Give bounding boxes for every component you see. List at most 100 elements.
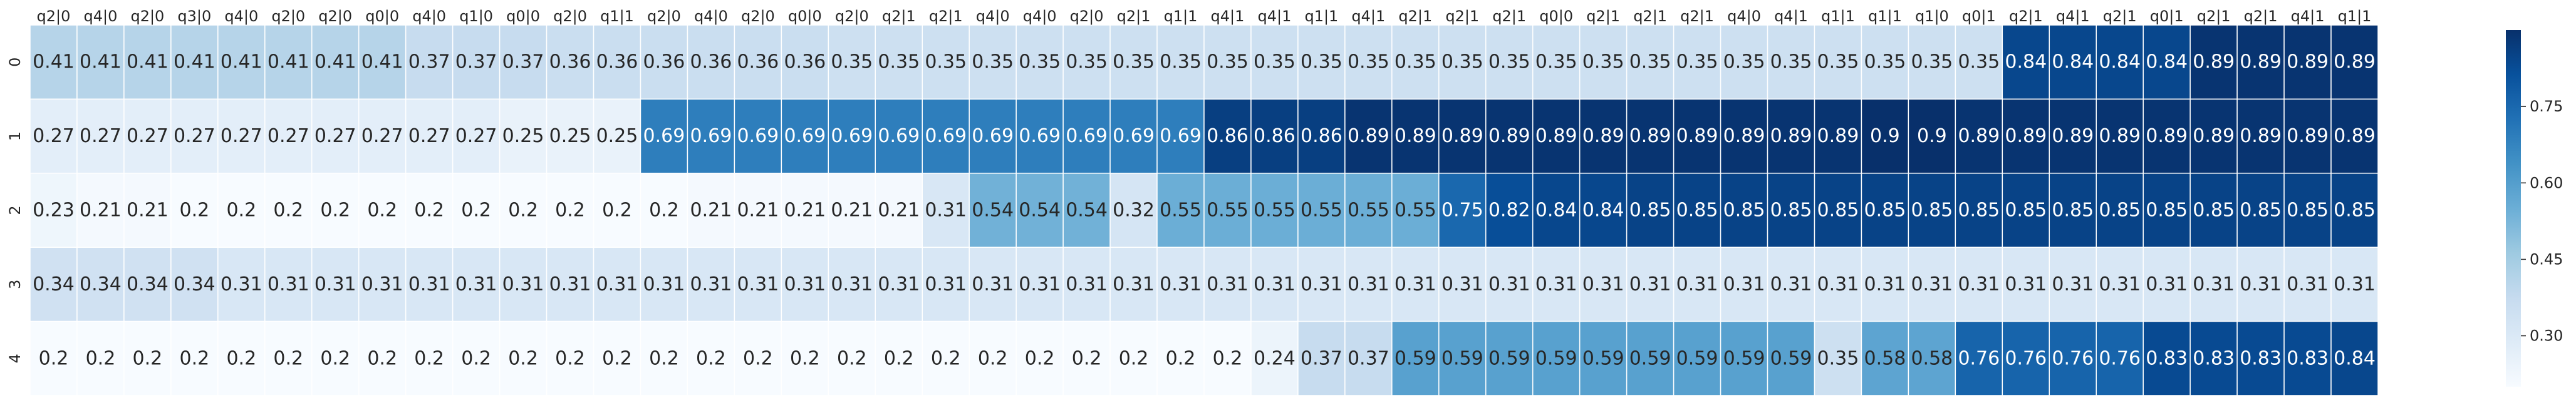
heatmap-cell <box>1720 98 1768 174</box>
x-tick-label: q2|0 <box>835 8 869 25</box>
cell-value-label: 0.31 <box>1723 273 1765 295</box>
heatmap-cell <box>170 98 219 174</box>
x-tick-label: q0|0 <box>788 8 822 25</box>
cell-value-label: 0.31 <box>1535 273 1577 295</box>
heatmap-cell <box>499 98 548 174</box>
cell-value-label: 0.31 <box>1958 273 2000 295</box>
cell-value-label: 0.41 <box>80 51 122 73</box>
cell-value-label: 0.41 <box>221 51 262 73</box>
cell-value-label: 0.59 <box>1582 347 1624 369</box>
heatmap-cell <box>2096 247 2144 322</box>
cell-value-label: 0.31 <box>221 273 262 295</box>
cell-value-label: 0.31 <box>1441 273 1483 295</box>
x-tick-label: q2|0 <box>553 8 587 25</box>
heatmap-cell <box>2283 98 2332 174</box>
heatmap-cell <box>2002 173 2050 248</box>
cell-value-label: 0.2 <box>1025 347 1055 369</box>
x-tick-label: q4|1 <box>2056 8 2090 25</box>
heatmap-cell <box>2330 320 2379 396</box>
x-tick-label: q2|1 <box>2244 8 2278 25</box>
cell-value-label: 0.85 <box>1676 200 1718 222</box>
cell-value-label: 0.35 <box>1582 51 1624 73</box>
cell-value-label: 0.36 <box>737 51 779 73</box>
cell-value-label: 0.84 <box>2334 347 2376 369</box>
x-tick-label: q2|1 <box>2103 8 2137 25</box>
cell-value-label: 0.2 <box>696 347 726 369</box>
x-tick-label: q1|1 <box>2338 8 2372 25</box>
x-tick-label: q4|0 <box>412 8 446 25</box>
cell-value-label: 0.89 <box>2146 125 2188 147</box>
heatmap-cell <box>969 173 1017 248</box>
cell-value-label: 0.35 <box>1817 347 1859 369</box>
cell-value-label: 0.31 <box>972 273 1014 295</box>
cell-value-label: 0.2 <box>649 200 679 222</box>
heatmap-cell <box>1015 173 1064 248</box>
heatmap-cell <box>546 173 595 248</box>
x-tick-label: q2|1 <box>1680 8 1714 25</box>
heatmap-cell <box>2189 320 2238 396</box>
heatmap-cell <box>922 320 970 396</box>
heatmap-cell <box>828 247 876 322</box>
cell-value-label: 0.27 <box>314 125 356 147</box>
heatmap-cell <box>640 320 688 396</box>
cell-value-label: 0.31 <box>1066 273 1108 295</box>
cell-value-label: 0.2 <box>367 347 397 369</box>
heatmap-cell <box>1344 247 1393 322</box>
heatmap-cell <box>781 98 829 174</box>
cell-value-label: 0.35 <box>1770 51 1812 73</box>
cell-value-label: 0.31 <box>1911 273 1953 295</box>
cell-value-label: 0.31 <box>925 200 967 222</box>
x-tick-label: q1|0 <box>1915 8 1949 25</box>
cell-value-label: 0.69 <box>925 125 967 147</box>
cell-value-label: 0.85 <box>2052 200 2094 222</box>
heatmap-cell <box>875 98 923 174</box>
cell-value-label: 0.69 <box>1113 125 1155 147</box>
x-tick-label: q2|1 <box>1445 8 1479 25</box>
cell-value-label: 0.69 <box>1066 125 1108 147</box>
colorbar: 0.30 0.45 0.60 0.75 <box>2506 30 2563 387</box>
heatmap-cell <box>1250 173 1299 248</box>
cell-value-label: 0.35 <box>1394 51 1436 73</box>
heatmap-cell <box>123 173 172 248</box>
cell-value-label: 0.83 <box>2146 347 2188 369</box>
cell-value-label: 0.55 <box>1254 200 1296 222</box>
x-tick-label: q4|1 <box>2291 8 2325 25</box>
cell-value-label: 0.89 <box>1488 125 1530 147</box>
cell-value-label: 0.41 <box>267 51 309 73</box>
cell-value-label: 0.35 <box>831 51 873 73</box>
cell-value-label: 0.84 <box>2146 51 2188 73</box>
heatmap-cell <box>29 98 78 174</box>
cell-value-label: 0.27 <box>455 125 497 147</box>
cell-value-label: 0.83 <box>2240 347 2282 369</box>
cell-value-label: 0.84 <box>2099 51 2141 73</box>
cell-value-label: 0.58 <box>1864 347 1906 369</box>
x-tick-label: q1|0 <box>459 8 493 25</box>
cell-value-label: 0.76 <box>1958 347 2000 369</box>
cell-value-label: 0.89 <box>1676 125 1718 147</box>
cell-value-label: 0.31 <box>1488 273 1530 295</box>
cell-value-label: 0.35 <box>1301 51 1343 73</box>
cell-value-label: 0.2 <box>180 347 210 369</box>
heatmap-cell <box>2330 24 2379 100</box>
cell-value-label: 0.21 <box>690 200 732 222</box>
cell-value-label: 0.89 <box>1348 125 1389 147</box>
cell-value-label: 0.31 <box>2240 273 2282 295</box>
cell-value-label: 0.35 <box>1911 51 1953 73</box>
y-tick-label: 2 <box>6 205 24 215</box>
heatmap-cell <box>76 24 125 100</box>
heatmap-cell <box>217 247 266 322</box>
heatmap-cell <box>734 320 782 396</box>
cell-value-label: 0.31 <box>2146 273 2188 295</box>
heatmap-cell-labels: 0.41 0.41 0.41 0.41 0.41 0.41 0.41 0.41 0.37 0.37… <box>33 51 2376 370</box>
x-tick-label: q2|1 <box>1586 8 1620 25</box>
heatmap-cells <box>29 24 2379 396</box>
heatmap-cell <box>311 247 360 322</box>
cell-value-label: 0.35 <box>1817 51 1859 73</box>
heatmap-cell <box>1015 98 1064 174</box>
cell-value-label: 0.55 <box>1301 200 1343 222</box>
cell-value-label: 0.69 <box>737 125 779 147</box>
cell-value-label: 0.89 <box>2287 125 2329 147</box>
cell-value-label: 0.34 <box>127 273 169 295</box>
cell-value-label: 0.2 <box>555 347 585 369</box>
x-tick-label: q2|0 <box>318 8 352 25</box>
